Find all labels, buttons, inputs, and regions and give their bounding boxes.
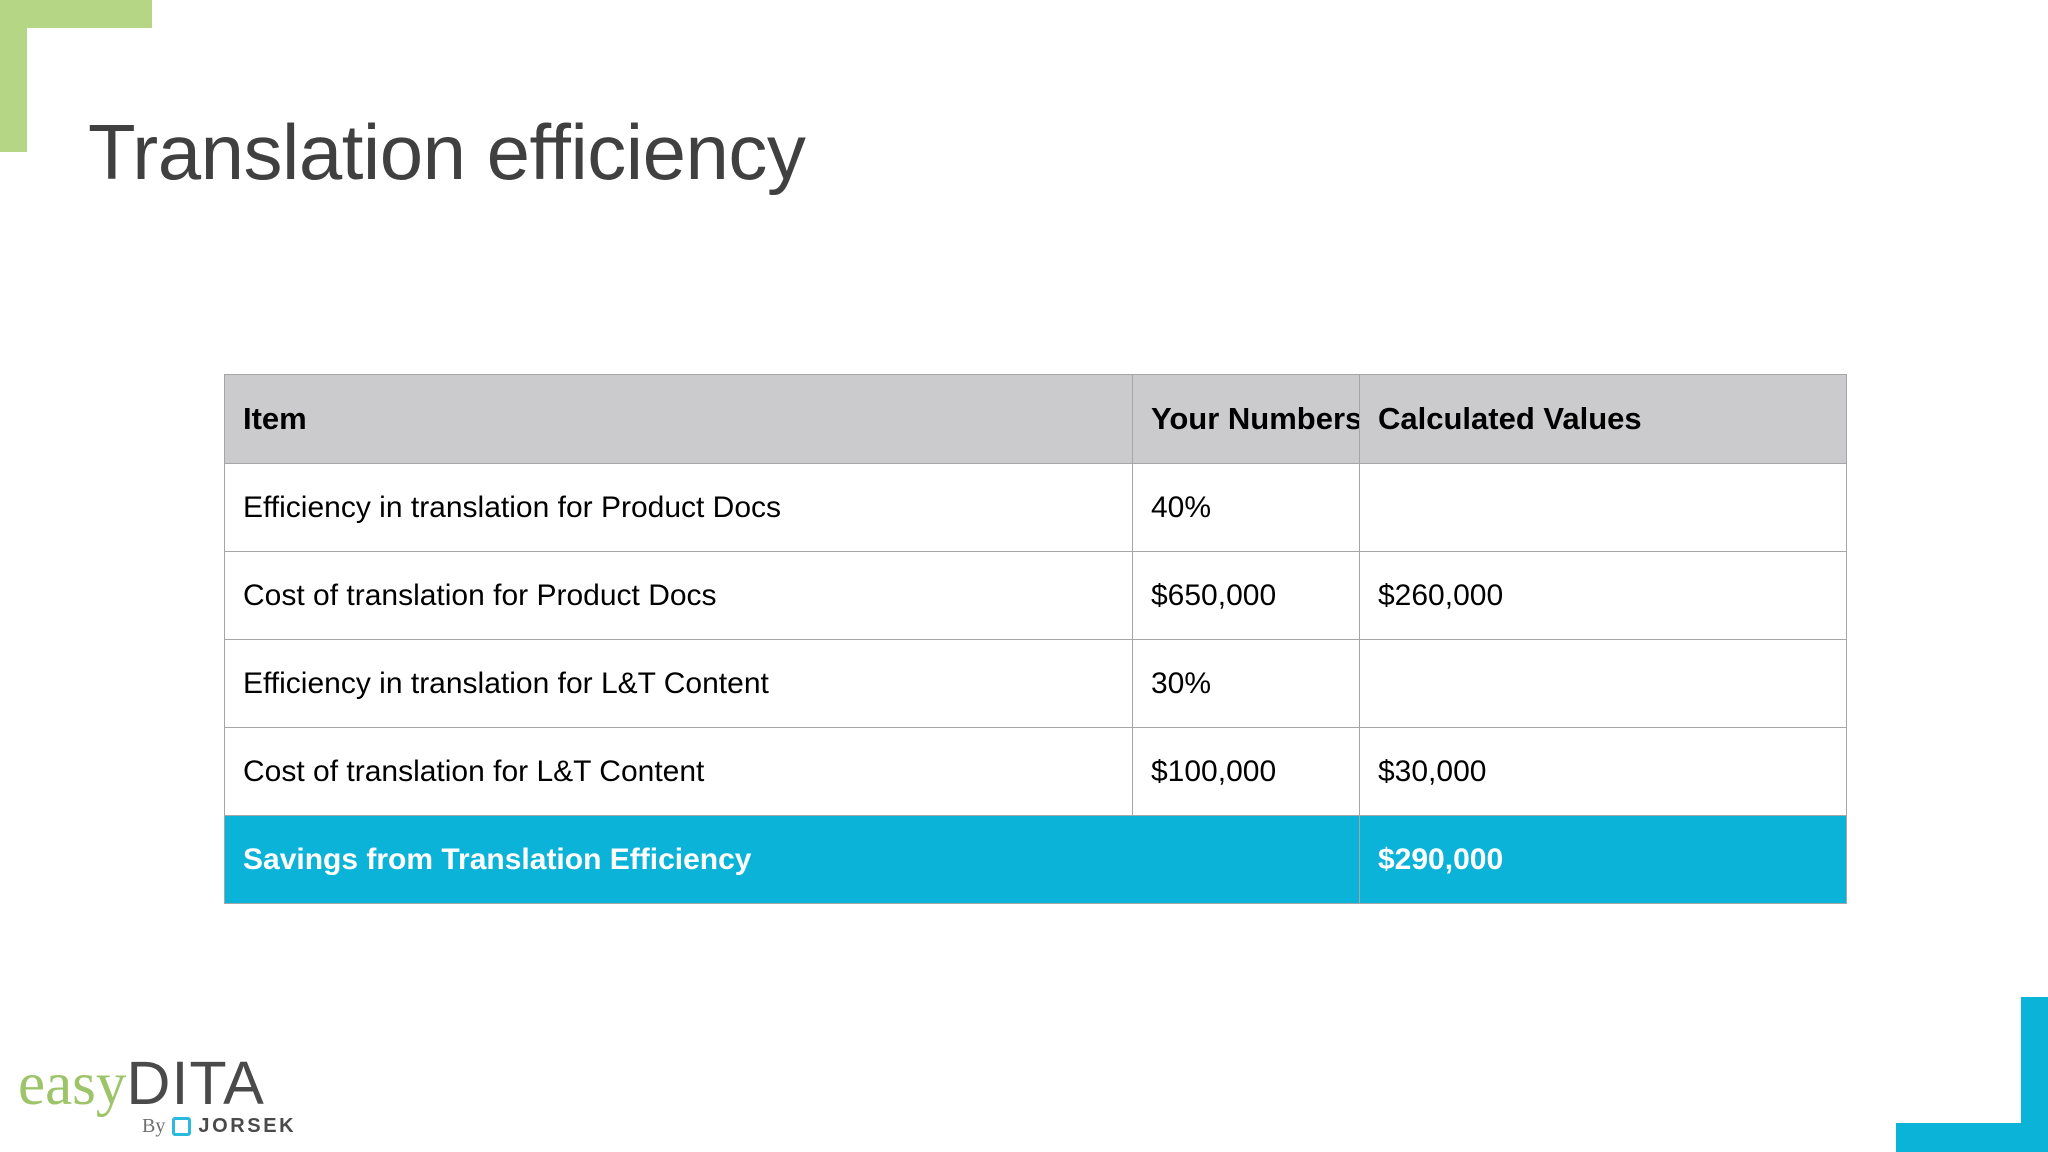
logo-wordmark: easyDITA [18,1051,265,1118]
table-total-row: Savings from Translation Efficiency $290… [224,815,1847,904]
table-header-row: Item Your Numbers Calculated Values [224,374,1847,464]
logo-byline: By JORSEK [142,1115,296,1138]
table-body: Efficiency in translation for Product Do… [224,463,1847,904]
top-left-green-accent-vertical [0,0,27,152]
table-row: Cost of translation for L&T Content $100… [224,727,1847,816]
cell-total-label: Savings from Translation Efficiency [224,815,1360,904]
easydita-logo: easyDITA By JORSEK [18,1053,318,1145]
cell-calculated-values [1359,463,1847,552]
cell-item: Efficiency in translation for L&T Conten… [224,639,1133,728]
jorsek-square-icon [172,1117,192,1136]
cell-calculated-values: $30,000 [1359,727,1847,816]
cell-your-numbers: $650,000 [1132,551,1360,640]
logo-jorsek-text: JORSEK [198,1115,297,1137]
cell-your-numbers: 30% [1132,639,1360,728]
cell-item: Cost of translation for L&T Content [224,727,1133,816]
cell-calculated-values: $260,000 [1359,551,1847,640]
cell-item: Cost of translation for Product Docs [224,551,1133,640]
cell-your-numbers: $100,000 [1132,727,1360,816]
cell-item: Efficiency in translation for Product Do… [224,463,1133,552]
bottom-right-cyan-accent-horizontal [1896,1123,2048,1152]
cell-total-value: $290,000 [1359,815,1847,904]
table-row: Efficiency in translation for L&T Conten… [224,639,1847,728]
column-header-calculated-values: Calculated Values [1359,374,1847,464]
logo-dita-text: DITA [126,1049,265,1117]
logo-by-text: By [142,1115,166,1137]
table-header: Item Your Numbers Calculated Values [224,374,1847,464]
table-row: Efficiency in translation for Product Do… [224,463,1847,552]
table-row: Cost of translation for Product Docs $65… [224,551,1847,640]
page-title: Translation efficiency [88,108,806,196]
column-header-item: Item [224,374,1133,464]
translation-efficiency-table-container: Item Your Numbers Calculated Values Effi… [224,374,1847,904]
logo-easy-text: easy [18,1051,127,1118]
column-header-your-numbers: Your Numbers [1132,374,1360,464]
cell-calculated-values [1359,639,1847,728]
translation-efficiency-table: Item Your Numbers Calculated Values Effi… [224,374,1847,904]
cell-your-numbers: 40% [1132,463,1360,552]
